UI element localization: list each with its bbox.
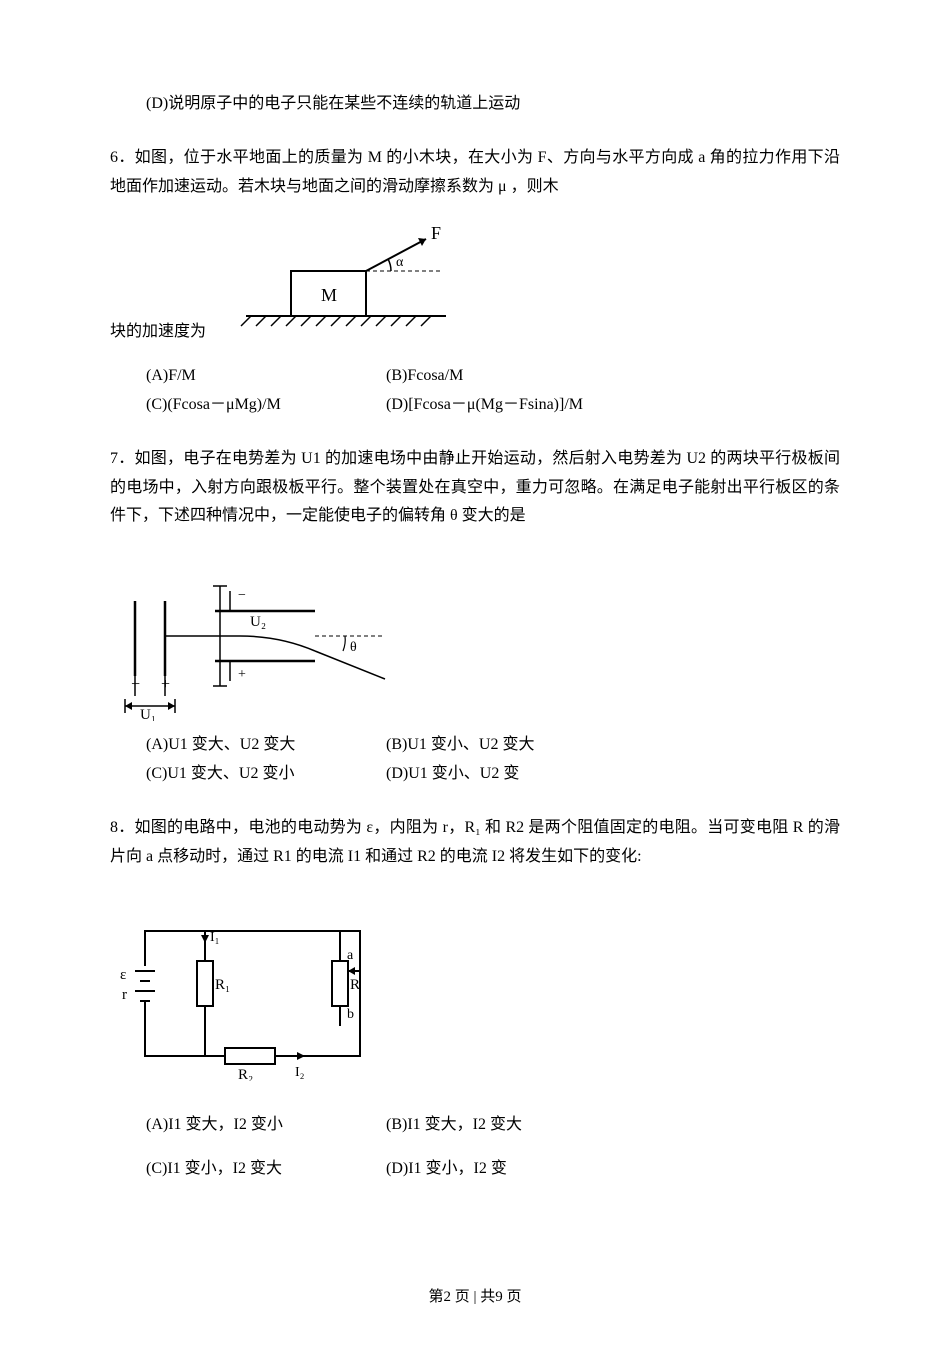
- q6-label-f: F: [431, 223, 441, 243]
- q6-option-d: (D)[Fcosa－μ(Mg－Fsina)]/M: [386, 391, 583, 420]
- q8-stem: 8．如图的电路中，电池的电动势为 ε，内阻为 r，R₁ 和 R2 是两个阻值固定…: [110, 814, 840, 872]
- q7-label-u2: U₂: [250, 614, 266, 630]
- q6-option-a: (A)F/M: [146, 362, 386, 391]
- q6-option-b: (B)Fcosa/M: [386, 362, 463, 391]
- q7-option-d: (D)U1 变小、U2 变: [386, 760, 519, 789]
- q7-option-c: (C)U1 变大、U2 变小: [146, 760, 386, 789]
- q6-figure: M F α: [206, 221, 466, 347]
- svg-text:+: +: [238, 667, 246, 682]
- q8-label-i1: I₁: [210, 930, 220, 945]
- q7-stem: 7．如图，电子在电势差为 U1 的加速电场中由静止开始运动，然后射入电势差为 U…: [110, 445, 840, 531]
- page-footer: 第2 页 | 共9 页: [0, 1284, 950, 1311]
- q8-label-r: r: [122, 987, 127, 1003]
- q6-stem-2: 块的加速度为: [110, 318, 206, 347]
- svg-text:−: −: [131, 676, 140, 693]
- q8-label-b: b: [347, 1007, 354, 1022]
- q8-option-a: (A)I1 变大，I2 变小: [146, 1111, 386, 1140]
- q6-stem-1: 6．如图，位于水平地面上的质量为 M 的小木块，在大小为 F、方向与水平方向成 …: [110, 144, 840, 202]
- q8-option-d: (D)I1 变小，I2 变: [386, 1155, 507, 1184]
- q7-label-u1: U₁: [140, 707, 156, 721]
- q7-option-a: (A)U1 变大、U2 变大: [146, 731, 386, 760]
- q7-option-b: (B)U1 变小、U2 变大: [386, 731, 534, 760]
- q8-label-r2: R₂: [238, 1067, 253, 1081]
- q8-label-i2: I₂: [295, 1065, 305, 1080]
- q8-option-b: (B)I1 变大，I2 变大: [386, 1111, 522, 1140]
- q6-label-alpha: α: [396, 255, 404, 270]
- q8-label-eps: ε: [120, 967, 126, 983]
- q8-figure: ε r I₁ R₁ a b R: [110, 911, 840, 1081]
- svg-text:+: +: [161, 676, 170, 693]
- q6-option-c: (C)(Fcosa－μMg)/M: [146, 391, 386, 420]
- q7-label-theta: θ: [350, 640, 357, 655]
- q5-option-d: (D)说明原子中的电子只能在某些不连续的轨道上运动: [146, 90, 840, 119]
- svg-text:−: −: [238, 588, 246, 603]
- q7-figure: − + U₁ − + U₂: [110, 571, 840, 721]
- q8-option-c: (C)I1 变小，I2 变大: [146, 1155, 386, 1184]
- q6-label-m: M: [321, 285, 337, 305]
- q8-label-r1: R₁: [215, 977, 230, 993]
- q8-label-a: a: [347, 948, 354, 963]
- q8-label-R: R: [350, 977, 360, 993]
